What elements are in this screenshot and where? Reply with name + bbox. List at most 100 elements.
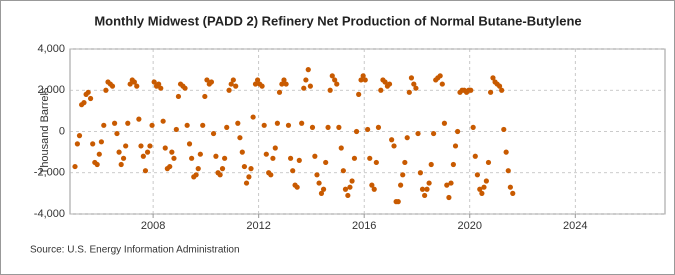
point [272, 145, 278, 151]
point [490, 75, 496, 81]
point [327, 87, 333, 93]
point [398, 182, 404, 188]
point [259, 83, 265, 89]
point [505, 168, 511, 174]
x-tick-label: 2008 [141, 220, 165, 232]
point [356, 91, 362, 97]
point [503, 149, 509, 155]
point [411, 81, 417, 87]
point [287, 155, 294, 161]
point [87, 95, 94, 102]
point [437, 73, 443, 79]
point [347, 184, 353, 190]
point [136, 116, 142, 122]
point [230, 77, 236, 83]
point [138, 143, 144, 149]
point [274, 120, 280, 126]
point [142, 168, 149, 174]
point [371, 186, 377, 192]
point [263, 151, 269, 157]
point [184, 122, 190, 128]
point [318, 190, 325, 196]
point [301, 85, 307, 91]
point [428, 161, 434, 168]
point [312, 153, 318, 159]
point [127, 81, 133, 87]
point [422, 192, 428, 199]
point [222, 155, 228, 161]
x-tick-label: 2012 [246, 220, 270, 232]
point [156, 81, 162, 87]
point [76, 133, 83, 139]
point [193, 172, 199, 178]
point [160, 118, 166, 124]
point [239, 149, 245, 155]
point [162, 145, 168, 151]
point [226, 87, 232, 93]
point [90, 141, 96, 147]
point [450, 161, 456, 168]
point [408, 75, 415, 81]
point [268, 172, 274, 178]
point [336, 124, 342, 130]
point [378, 87, 384, 93]
point [241, 163, 248, 170]
point [472, 153, 478, 159]
point [243, 180, 250, 186]
point [279, 81, 285, 87]
point [276, 89, 283, 95]
point [334, 81, 340, 87]
point [237, 135, 243, 141]
point [74, 141, 80, 147]
point [375, 124, 382, 130]
point [351, 155, 358, 161]
point [217, 172, 223, 178]
point [149, 122, 155, 128]
point [200, 122, 206, 128]
point [219, 166, 226, 172]
point [316, 180, 322, 186]
point [345, 192, 351, 199]
point [235, 120, 241, 126]
point [204, 77, 210, 83]
point [419, 186, 426, 192]
point [299, 120, 305, 126]
point [474, 172, 480, 178]
point [360, 73, 366, 79]
point [72, 163, 78, 170]
point [468, 87, 474, 93]
point [389, 137, 395, 143]
point [439, 81, 445, 87]
point [481, 184, 487, 190]
point [455, 128, 461, 135]
point [430, 130, 437, 137]
point [169, 149, 175, 155]
x-tick-label: 2020 [458, 220, 482, 232]
point [325, 124, 331, 130]
y-axis-label: Thousand Barrels [39, 87, 51, 174]
point [340, 168, 346, 174]
point [233, 83, 239, 89]
point [290, 168, 296, 174]
y-tick-label: -4,000 [34, 208, 65, 220]
point [103, 87, 109, 93]
point [499, 87, 505, 93]
point [362, 77, 368, 83]
point [353, 128, 360, 135]
point [510, 190, 516, 196]
point [507, 184, 513, 190]
point [125, 120, 131, 126]
point [373, 159, 379, 166]
point [195, 166, 201, 172]
point [144, 149, 151, 155]
point [415, 130, 421, 137]
point [404, 135, 410, 141]
point [329, 73, 335, 79]
point [116, 149, 122, 155]
point [111, 120, 118, 126]
point [109, 83, 116, 89]
point [283, 81, 289, 87]
point [182, 85, 188, 91]
x-tick-label: 2024 [563, 220, 587, 232]
